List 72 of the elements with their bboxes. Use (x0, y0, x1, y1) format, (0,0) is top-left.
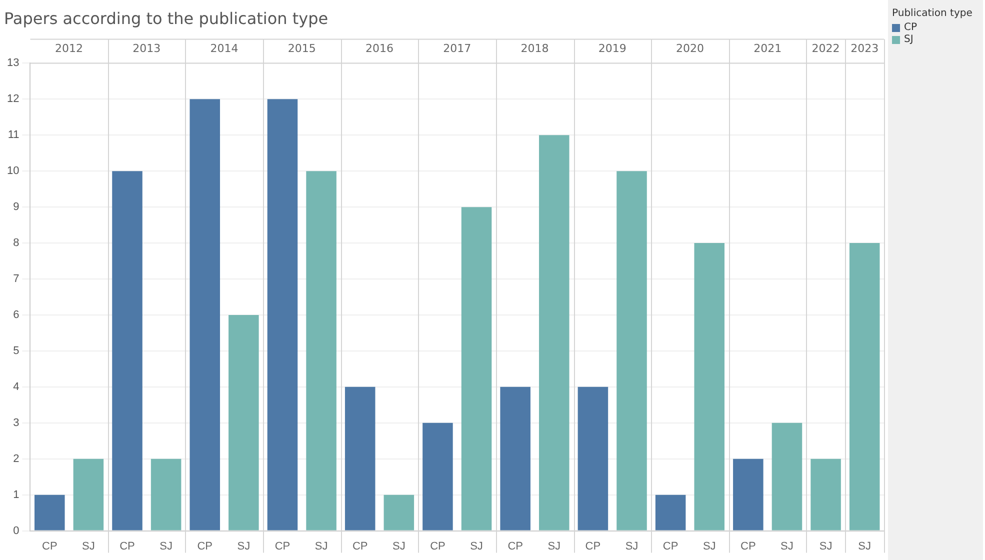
text: SJ (625, 540, 638, 552)
bar (616, 171, 647, 530)
bar (772, 422, 802, 530)
y-tick-label: 13 (6, 57, 20, 70)
x-tick-label: 2017 (443, 42, 472, 56)
bar (267, 99, 298, 530)
y-tick-label: 7 (13, 273, 20, 286)
bar (422, 422, 453, 530)
bar (306, 171, 336, 530)
x-tick-label: 2018 (520, 42, 549, 56)
y-tick-label: 11 (8, 129, 20, 142)
bar (655, 494, 686, 530)
y-tick-label: 5 (13, 344, 20, 357)
bar (228, 314, 259, 530)
chart-title: Papers according to the publication type (4, 8, 328, 28)
y-tick-label: 12 (6, 93, 20, 106)
x-tick-label: 2015 (288, 42, 316, 56)
bar (461, 207, 492, 530)
x-tick-label: 2014 (210, 42, 238, 56)
text: CP (274, 540, 290, 552)
text: SJ (858, 540, 872, 552)
y-tick-label: 6 (13, 309, 20, 322)
y-tick-label: 2 (13, 452, 20, 465)
x-tick-label: 2023 (850, 42, 879, 56)
bar (500, 386, 530, 530)
y-tick-label: 8 (13, 237, 20, 250)
text: CP (42, 540, 58, 552)
bar (150, 458, 182, 530)
x-tick-label: 2020 (676, 42, 704, 56)
bar (73, 458, 104, 530)
text: SJ (237, 540, 250, 552)
bar (344, 386, 376, 530)
y-tick-label: 9 (13, 201, 20, 214)
x-tick-label: 2022 (812, 42, 840, 56)
text: SJ (470, 540, 483, 552)
text: SJ (702, 540, 716, 552)
y-tick-label: 1 (13, 488, 20, 501)
x-tick-label: 2019 (598, 42, 626, 56)
bar (539, 135, 570, 530)
text: CP (585, 540, 601, 552)
text: SJ (314, 540, 328, 552)
bar (578, 386, 608, 530)
text: SJ (392, 540, 406, 552)
bar (34, 494, 65, 530)
text: SJ (160, 540, 172, 552)
text: CP (740, 540, 756, 552)
text: CP (508, 540, 523, 552)
x-tick-label: 2012 (55, 42, 84, 56)
text: CP (120, 540, 135, 552)
legend-title: Publication type (892, 8, 974, 19)
y-tick-label: 10 (6, 165, 20, 178)
text: SJ (780, 540, 794, 552)
text: CP (352, 540, 368, 552)
legend-label: CP (904, 22, 918, 33)
y-tick-label: 3 (13, 416, 20, 429)
text: CP (197, 540, 213, 552)
x-tick-label: 2013 (132, 42, 161, 56)
text: CP (430, 540, 446, 552)
y-tick-label: 0 (13, 524, 20, 537)
legend-label: SJ (904, 34, 914, 45)
bar (190, 99, 220, 530)
bar (694, 243, 724, 530)
bar (384, 494, 414, 530)
text: SJ (548, 540, 561, 552)
x-tick-label: 2016 (366, 42, 394, 56)
y-tick-label: 4 (13, 380, 20, 393)
text: CP (662, 540, 678, 552)
text: SJ (82, 540, 95, 552)
bar (112, 171, 142, 530)
bar (733, 458, 764, 530)
text: SJ (819, 540, 832, 552)
x-tick-label: 2021 (754, 42, 782, 56)
